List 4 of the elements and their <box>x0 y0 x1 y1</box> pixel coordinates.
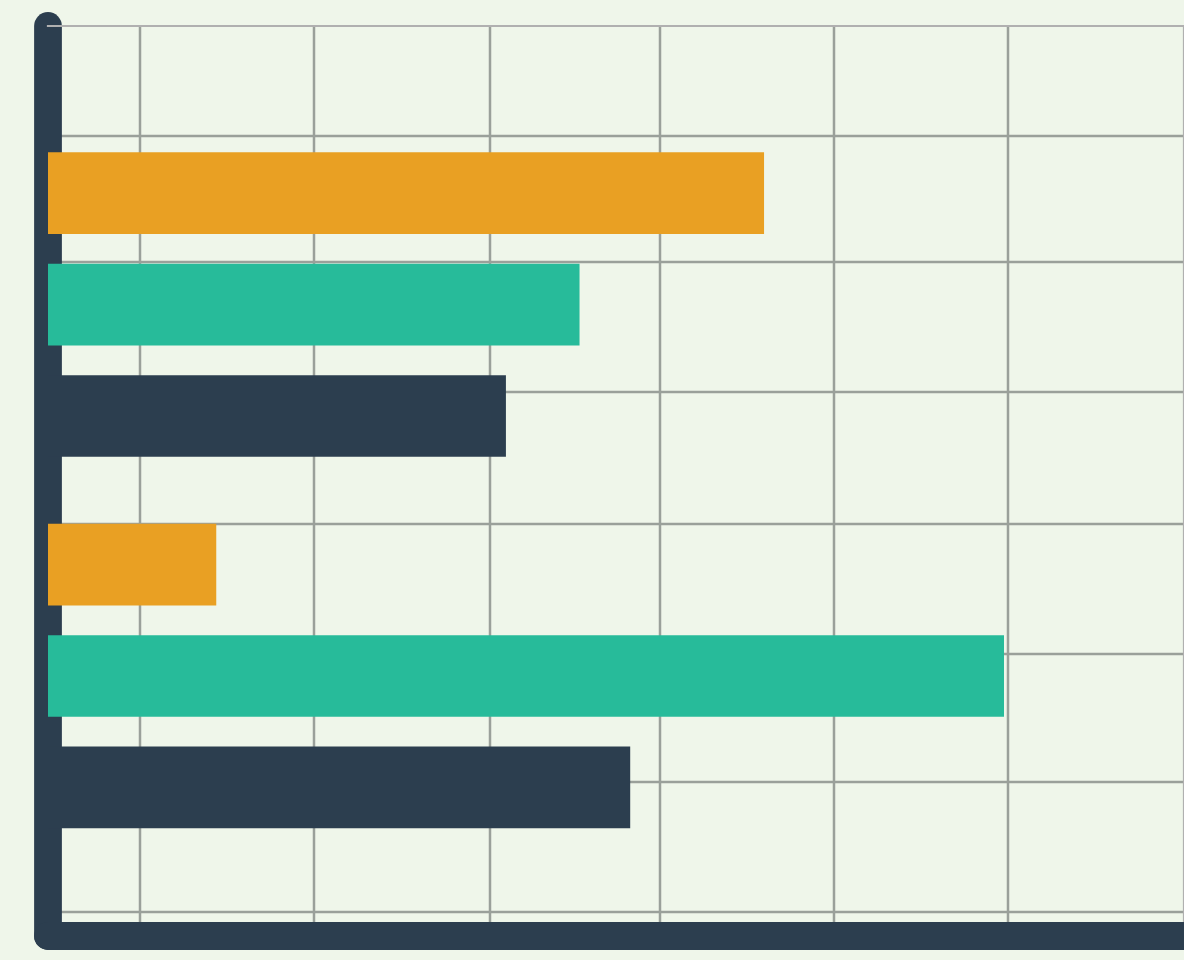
bar <box>48 635 1004 717</box>
bar <box>48 523 217 606</box>
bar <box>48 152 765 234</box>
bar <box>48 263 580 346</box>
